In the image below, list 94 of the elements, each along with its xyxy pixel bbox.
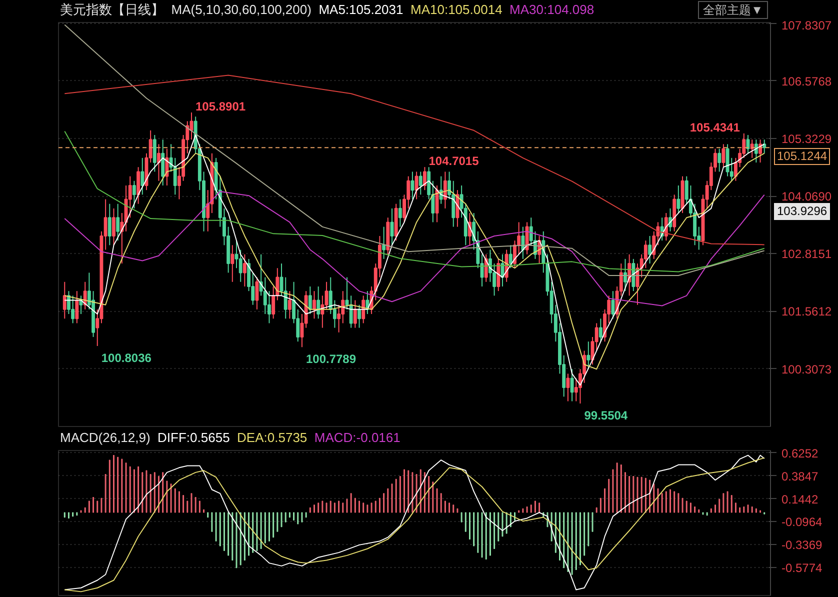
candlestick bbox=[586, 341, 590, 370]
annotation: 100.8036 bbox=[101, 350, 152, 365]
candlestick bbox=[652, 230, 656, 260]
candlestick bbox=[140, 157, 144, 196]
candlestick bbox=[349, 295, 353, 328]
candlestick bbox=[750, 139, 754, 158]
candlestick bbox=[255, 276, 259, 310]
text: MACD:-0.0161 bbox=[314, 430, 400, 445]
candlestick bbox=[353, 300, 357, 328]
candlestick bbox=[676, 184, 680, 214]
candlestick bbox=[234, 240, 238, 269]
candlestick bbox=[443, 171, 447, 209]
annotation: 99.5504 bbox=[584, 408, 628, 423]
candlestick bbox=[644, 240, 648, 269]
candlestick bbox=[726, 144, 730, 177]
y-tick-label: 0.3847 bbox=[782, 469, 819, 484]
text: DEA:0.5735 bbox=[237, 430, 308, 445]
candlestick bbox=[75, 290, 79, 324]
annotation: 104.7015 bbox=[428, 154, 480, 168]
candlestick bbox=[566, 373, 570, 402]
candlestick bbox=[390, 208, 394, 246]
candlestick bbox=[136, 166, 140, 204]
y-tick-label: 105.3229 bbox=[782, 132, 832, 146]
candlestick bbox=[414, 171, 418, 200]
candlestick bbox=[284, 276, 288, 320]
candlestick bbox=[570, 368, 574, 402]
candlestick bbox=[288, 290, 292, 320]
candlestick bbox=[242, 254, 246, 287]
candlestick bbox=[116, 203, 120, 242]
chart-title: MACD(26,12,9) bbox=[60, 430, 150, 445]
candlestick bbox=[508, 244, 512, 269]
candlestick bbox=[754, 139, 758, 164]
annotation: 105.8901 bbox=[195, 99, 246, 114]
candlestick bbox=[718, 148, 722, 172]
y-tick-label: -0.0964 bbox=[782, 515, 823, 530]
candlestick bbox=[128, 176, 132, 218]
candlestick bbox=[132, 180, 136, 209]
y-tick-label: -0.5774 bbox=[782, 561, 823, 576]
annotation: 100.7789 bbox=[306, 352, 356, 366]
y-tick-label: 104.0690 bbox=[782, 190, 832, 204]
candlestick bbox=[496, 258, 500, 292]
candlestick bbox=[734, 157, 738, 182]
candlestick bbox=[316, 286, 320, 320]
y-tick-label: 101.5612 bbox=[782, 304, 832, 319]
candlestick bbox=[648, 235, 652, 264]
ref-line-label: 105.1244 bbox=[774, 148, 830, 166]
line-series bbox=[64, 74, 765, 246]
candlestick bbox=[611, 290, 615, 320]
candlestick bbox=[238, 249, 242, 282]
candlestick bbox=[308, 286, 312, 315]
candlestick bbox=[398, 198, 402, 228]
y-tick-label: 0.1442 bbox=[782, 492, 819, 506]
candlestick bbox=[152, 134, 156, 172]
candlestick bbox=[410, 171, 414, 200]
candlestick bbox=[693, 203, 697, 246]
y-tick-label: -0.3369 bbox=[782, 538, 823, 552]
annotation: 105.4341 bbox=[690, 120, 740, 134]
y-tick-label: 100.3073 bbox=[782, 362, 832, 376]
text: DIFF:0.5655 bbox=[158, 430, 230, 445]
candlestick bbox=[521, 226, 525, 260]
text: MA30:104.098 bbox=[510, 2, 594, 17]
candlestick bbox=[337, 304, 341, 333]
candlestick bbox=[358, 304, 361, 328]
line-series bbox=[64, 130, 765, 272]
line-series bbox=[64, 190, 765, 306]
candlestick bbox=[268, 290, 271, 324]
candlestick bbox=[112, 208, 116, 246]
candlestick bbox=[362, 295, 366, 324]
candlestick bbox=[423, 166, 426, 191]
candlestick bbox=[624, 258, 627, 292]
candlestick bbox=[525, 222, 529, 255]
chart-title: 美元指数【日线】 bbox=[60, 2, 164, 17]
candlestick bbox=[312, 290, 316, 320]
candlestick bbox=[382, 226, 386, 260]
y-tick-label: 106.5768 bbox=[782, 74, 832, 88]
y-tick-label: 0.6252 bbox=[782, 446, 819, 460]
candlestick bbox=[230, 244, 234, 282]
candlestick bbox=[598, 318, 602, 342]
text: 全部主题▼ bbox=[698, 1, 768, 19]
y-tick-label: 107.8307 bbox=[782, 18, 832, 32]
text: MA10:105.0014 bbox=[410, 2, 502, 17]
candlestick bbox=[108, 203, 112, 246]
candlestick bbox=[173, 157, 177, 196]
candlestick bbox=[418, 171, 422, 196]
candlestick bbox=[62, 281, 66, 320]
candlestick bbox=[722, 144, 726, 168]
candlestick bbox=[161, 139, 165, 186]
candlestick bbox=[71, 295, 75, 324]
text: MA(5,10,30,60,100,200) bbox=[171, 2, 312, 17]
y-tick-label: 102.8151 bbox=[782, 247, 832, 262]
candlestick bbox=[157, 144, 160, 182]
line-series bbox=[64, 24, 765, 276]
text: MA5:105.2031 bbox=[318, 2, 404, 17]
text: 103.9296 bbox=[774, 203, 830, 220]
